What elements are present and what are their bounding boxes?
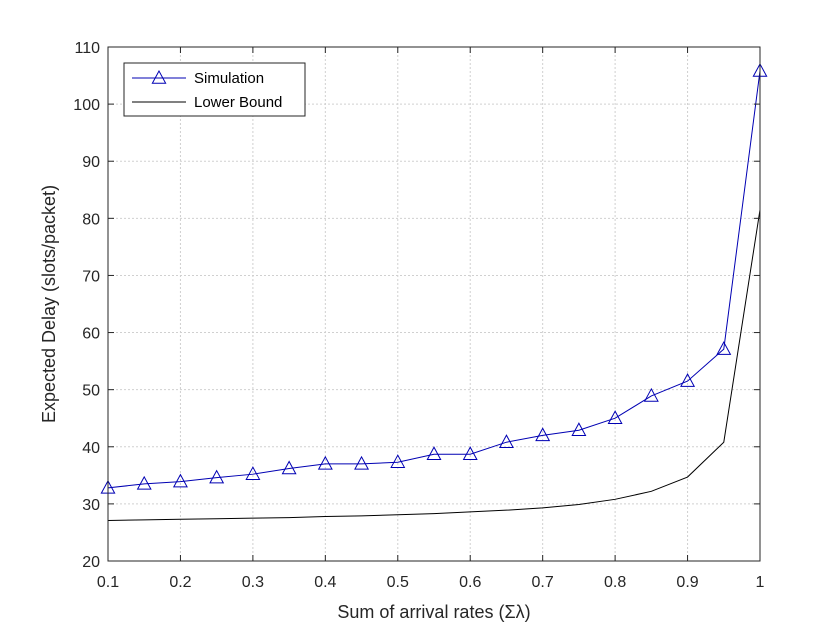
- plot-frame: [107, 46, 761, 562]
- x-tick-label: 0.9: [676, 574, 698, 591]
- data-point-simulation: [716, 341, 732, 355]
- data-point-simulation: [172, 473, 188, 488]
- data-point-simulation: [281, 460, 297, 475]
- legend-label-simulation: Simulation: [194, 70, 264, 87]
- y-tick-label: 60: [82, 326, 100, 343]
- tick-marks: [107, 46, 761, 562]
- x-tick-label: 1: [756, 574, 765, 591]
- data-point-simulation: [317, 455, 333, 470]
- x-tick-label: 0.8: [604, 574, 626, 591]
- plot-area: [108, 47, 760, 561]
- x-axis-label: Sum of arrival rates (Σλ): [337, 602, 530, 622]
- legend-marker-simulation: [151, 69, 167, 84]
- y-tick-label: 40: [82, 440, 100, 457]
- data-point-simulation: [535, 427, 551, 442]
- y-tick-labels: 20 30 40 50 60 70 80 90 100 110: [73, 40, 100, 571]
- legend: Simulation Lower Bound: [123, 62, 306, 117]
- legend-label-lower-bound: Lower Bound: [194, 94, 282, 111]
- y-tick-label: 70: [82, 268, 100, 285]
- series-simulation: [100, 62, 768, 494]
- data-point-simulation: [607, 410, 623, 424]
- data-point-simulation: [498, 434, 514, 448]
- x-tick-label: 0.6: [459, 574, 481, 591]
- data-point-simulation: [643, 387, 659, 402]
- data-point-simulation: [462, 446, 478, 460]
- data-point-simulation: [245, 466, 261, 480]
- y-tick-label: 50: [82, 383, 100, 400]
- series-line-lower-bound: [107, 209, 761, 521]
- data-point-simulation: [426, 446, 442, 460]
- y-tick-label: 80: [82, 211, 100, 228]
- series-layer: [100, 62, 768, 521]
- x-tick-label: 0.7: [532, 574, 554, 591]
- data-point-simulation: [390, 454, 406, 468]
- y-tick-label: 30: [82, 497, 100, 514]
- data-point-simulation: [680, 373, 696, 387]
- data-point-simulation: [136, 475, 152, 490]
- x-tick-label: 0.3: [242, 574, 264, 591]
- data-point-simulation: [209, 469, 225, 484]
- x-tick-labels: 0.1 0.2 0.3 0.4 0.5 0.6 0.7 0.8 0.9 1: [97, 574, 765, 591]
- y-tick-label: 90: [82, 154, 100, 171]
- series-line-simulation: [107, 70, 761, 489]
- series-lower-bound: [107, 209, 761, 521]
- x-tick-label: 0.4: [314, 574, 336, 591]
- data-point-simulation: [354, 455, 370, 470]
- y-tick-label: 20: [82, 554, 100, 571]
- grid: [108, 47, 760, 561]
- x-tick-label: 0.5: [387, 574, 409, 591]
- x-tick-label: 0.2: [169, 574, 191, 591]
- y-axis-label: Expected Delay (slots/packet): [39, 185, 59, 423]
- x-tick-label: 0.1: [97, 574, 119, 591]
- y-tick-label: 110: [74, 40, 100, 57]
- y-tick-label: 100: [73, 97, 100, 114]
- data-point-simulation: [571, 422, 587, 436]
- legend-box: [123, 62, 306, 117]
